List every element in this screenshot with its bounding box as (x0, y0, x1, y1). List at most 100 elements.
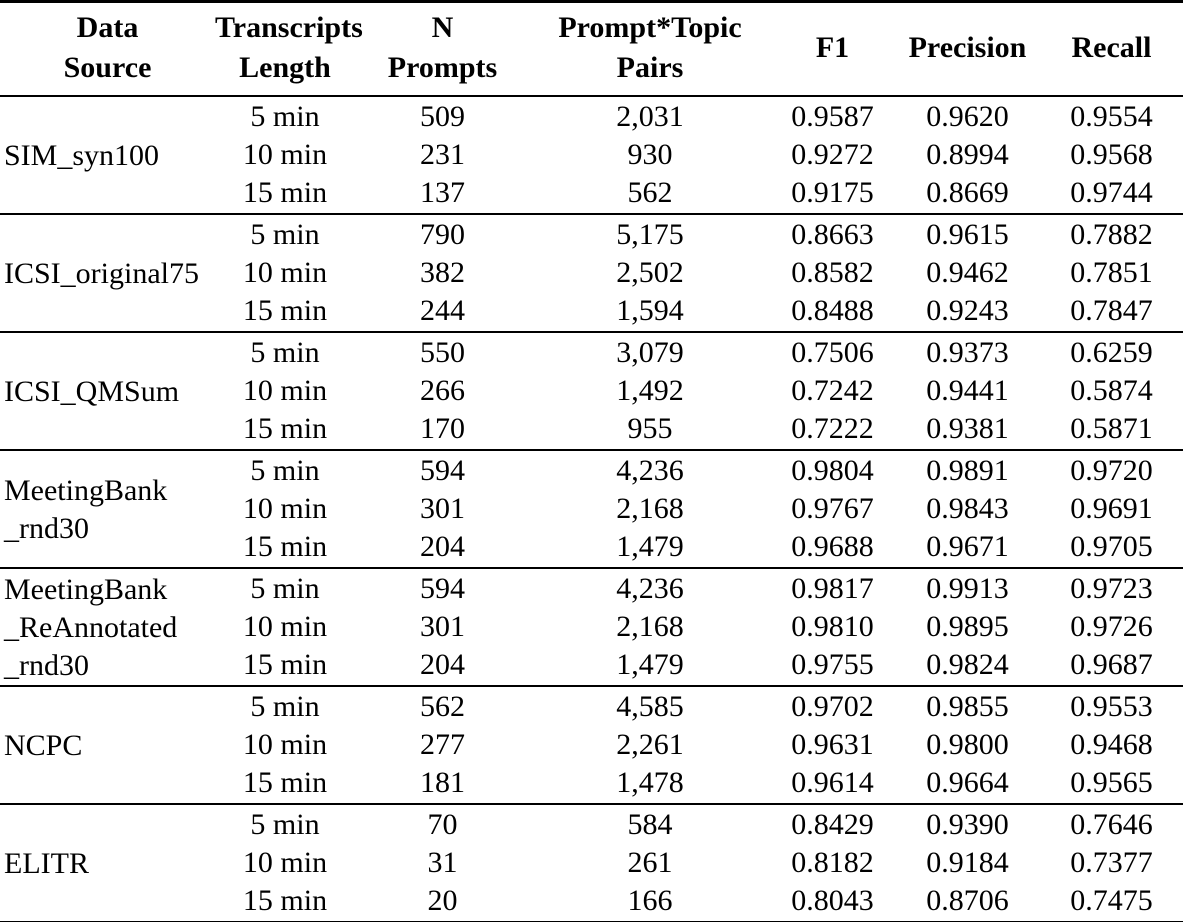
table-header: Data Source Transcripts Length N Prompts… (0, 1, 1183, 97)
cell-f1: 0.8488 (791, 294, 874, 327)
cell-precision: 0.9843 (926, 492, 1009, 525)
cell-pairs: 3,079 (530, 331, 770, 372)
table-row: 10 min 277 2,261 0.9631 0.9800 0.9468 (0, 726, 1183, 764)
cell-length: 5 min (215, 803, 355, 844)
cell-n-prompts: 244 (420, 294, 465, 327)
table-row: 10 min 301 2,168 0.9767 0.9843 0.9691 (0, 490, 1183, 528)
cell-n-prompts: 790 (355, 213, 530, 254)
cell-n-prompts: 31 (427, 846, 458, 879)
cell-pairs: 955 (627, 412, 673, 445)
cell-recall: 0.7882 (1040, 213, 1183, 254)
cell-recall: 0.9720 (1040, 449, 1183, 490)
cell-n-prompts: 509 (420, 100, 465, 133)
cell-precision: 0.9381 (926, 412, 1009, 445)
data-source-cell: MeetingBank _rnd30 (0, 449, 215, 568)
cell-pairs: 1,594 (616, 294, 684, 327)
cell-precision: 0.8994 (926, 138, 1009, 171)
column-header-recall: Recall (1040, 1, 1183, 97)
cell-recall: 0.9705 (1070, 530, 1153, 563)
cell-precision: 0.9243 (926, 294, 1009, 327)
cell-pairs: 2,261 (616, 728, 684, 761)
cell-precision: 0.9615 (895, 213, 1040, 254)
column-header-transcripts-length: Transcripts Length (215, 1, 363, 97)
table-row: NCPC 5 min 562 4,585 0.9702 0.9855 0.9553 (0, 685, 1183, 804)
cell-precision: 0.9913 (895, 567, 1040, 608)
table-group: SIM_syn100 5 min 509 2,031 0.9587 0.9620 0.955… (0, 96, 1183, 214)
cell-pairs: 930 (627, 138, 673, 171)
cell-f1: 0.9272 (791, 138, 874, 171)
table-row: 10 min 382 2,502 0.8582 0.9462 0.7851 (0, 254, 1183, 292)
cell-f1: 0.8582 (791, 256, 874, 289)
table-row: 10 min 31 261 0.8182 0.9184 0.7377 (0, 844, 1183, 882)
cell-n-prompts: 301 (420, 610, 465, 643)
column-header-data-source: Data Source (0, 1, 215, 97)
table-group: ELITR 5 min 70 584 0.8429 0.9390 0.7646 10 min 3… (0, 803, 1183, 922)
cell-f1: 0.9810 (791, 610, 874, 643)
table-row: 10 min 231 930 0.9272 0.8994 0.9568 (0, 136, 1183, 174)
table-group: MeetingBank _ReAnnotated _rnd30 5 min 594 4… (0, 567, 1183, 686)
cell-pairs: 2,168 (616, 610, 684, 643)
cell-pairs: 584 (530, 803, 770, 844)
cell-f1: 0.9688 (791, 530, 874, 563)
table-group: ICSI_QMSum 5 min 550 3,079 0.7506 0.9373 0.625… (0, 331, 1183, 450)
cell-n-prompts: 550 (355, 331, 530, 372)
cell-n-prompts: 594 (355, 449, 530, 490)
cell-n-prompts: 70 (355, 803, 530, 844)
cell-recall: 0.9687 (1070, 648, 1153, 681)
cell-f1: 0.9631 (791, 728, 874, 761)
cell-n-prompts: 266 (420, 374, 465, 407)
cell-recall: 0.6259 (1040, 331, 1183, 372)
cell-recall: 0.7847 (1070, 294, 1153, 327)
cell-recall: 0.9553 (1040, 685, 1183, 726)
cell-recall: 0.9565 (1070, 766, 1153, 799)
cell-pairs: 1,478 (616, 766, 684, 799)
column-header-precision: Precision (895, 1, 1040, 97)
cell-length: 10 min (242, 610, 328, 643)
cell-n-prompts: 137 (420, 176, 465, 209)
cell-f1: 0.9614 (791, 766, 874, 799)
cell-n-prompts: 204 (420, 648, 465, 681)
cell-length: 15 min (242, 412, 328, 445)
cell-n-prompts: 204 (420, 530, 465, 563)
cell-recall: 0.7475 (1070, 884, 1153, 917)
cell-pairs: 5,175 (530, 213, 770, 254)
column-header-f1: F1 (770, 1, 895, 97)
cell-precision: 0.8706 (926, 884, 1009, 917)
cell-f1: 0.7506 (770, 331, 895, 372)
table-group: NCPC 5 min 562 4,585 0.9702 0.9855 0.9553 10 mi… (0, 685, 1183, 804)
table-row: ICSI_QMSum 5 min 550 3,079 0.7506 0.9373 0.625… (0, 331, 1183, 450)
cell-pairs: 1,492 (616, 374, 684, 407)
cell-precision: 0.9891 (895, 449, 1040, 490)
table-row: SIM_syn100 5 min 509 2,031 0.9587 0.9620 0.955… (0, 96, 1183, 172)
data-source-cell: NCPC (0, 685, 215, 804)
cell-precision: 0.9620 (926, 100, 1009, 133)
table-row: 15 min 204 1,479 0.9688 0.9671 0.9705 (0, 528, 1183, 568)
cell-recall: 0.9744 (1070, 176, 1153, 209)
cell-recall: 0.5874 (1070, 374, 1153, 407)
cell-n-prompts: 181 (420, 766, 465, 799)
cell-length: 10 min (242, 138, 328, 171)
table-group: MeetingBank _rnd30 5 min 594 4,236 0.9804 0.9… (0, 449, 1183, 568)
table-row: 15 min 137 562 0.9175 0.8669 0.9744 (0, 174, 1183, 214)
cell-length: 10 min (242, 492, 328, 525)
cell-pairs: 166 (627, 884, 673, 917)
cell-recall: 0.7851 (1070, 256, 1153, 289)
table-row: 15 min 20 166 0.8043 0.8706 0.7475 (0, 882, 1183, 922)
table-row: 15 min 181 1,478 0.9614 0.9664 0.9565 (0, 764, 1183, 804)
cell-length: 5 min (250, 100, 320, 133)
data-source-cell: ICSI_original75 (0, 213, 215, 332)
cell-pairs: 4,236 (530, 449, 770, 490)
cell-precision: 0.9671 (926, 530, 1009, 563)
cell-precision: 0.9824 (926, 648, 1009, 681)
cell-length: 5 min (215, 213, 355, 254)
table-group: ICSI_original75 5 min 790 5,175 0.8663 0.9615… (0, 213, 1183, 332)
cell-n-prompts: 594 (355, 567, 530, 608)
table-row: 10 min 266 1,492 0.7242 0.9441 0.5874 (0, 372, 1183, 410)
cell-f1: 0.9755 (791, 648, 874, 681)
cell-precision: 0.9462 (926, 256, 1009, 289)
cell-n-prompts: 170 (420, 412, 465, 445)
cell-recall: 0.7646 (1040, 803, 1183, 844)
data-source-cell: MeetingBank _ReAnnotated _rnd30 (0, 567, 215, 686)
